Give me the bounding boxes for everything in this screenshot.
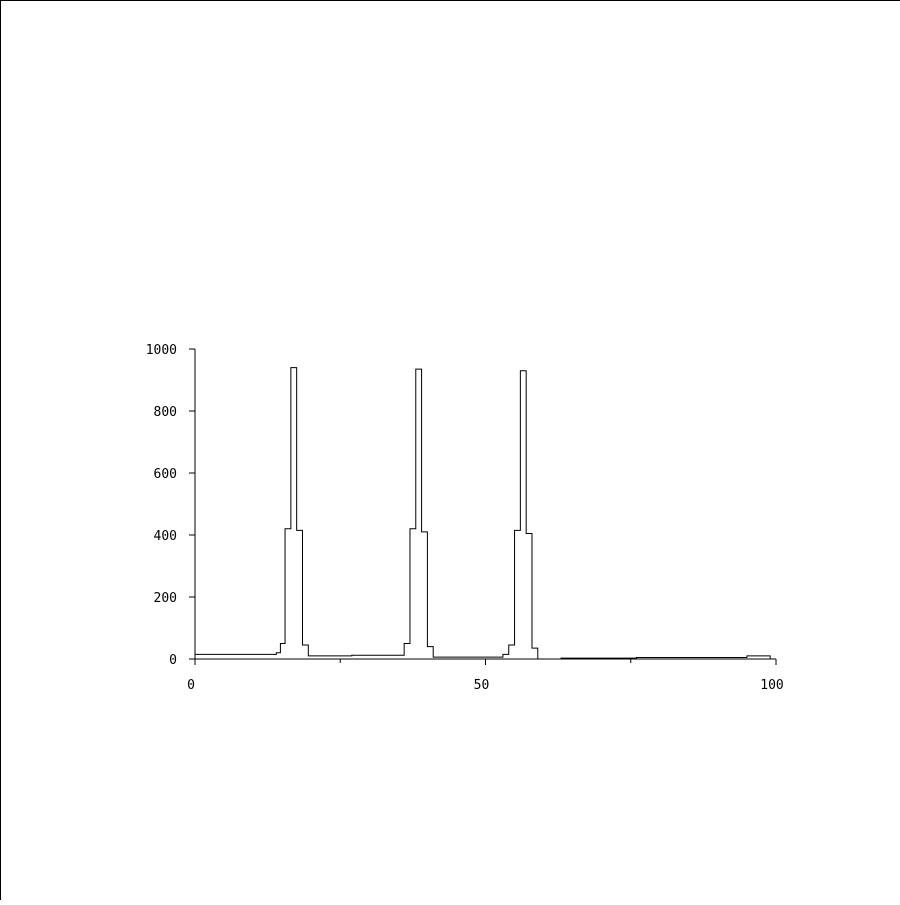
y-tick-label: 1000 (146, 343, 177, 358)
histogram-bin-0 (195, 654, 276, 659)
x-tick-label: 100 (760, 678, 783, 693)
y-axis: 0 200 400 600 800 1000 (146, 343, 196, 668)
histogram-outline (195, 367, 776, 660)
histogram-bin-11 (416, 369, 422, 659)
histogram-bin-15 (503, 654, 509, 659)
y-tick-label: 600 (154, 467, 177, 482)
y-tick-label: 0 (169, 653, 177, 668)
histogram-bin-3 (285, 529, 291, 659)
histogram-bin-2 (280, 644, 285, 660)
y-tick-label: 800 (154, 405, 177, 420)
histogram-bin-1 (276, 653, 280, 659)
histogram-bin-18 (520, 371, 526, 659)
histogram-bin-19 (526, 533, 532, 659)
y-tick-label: 400 (154, 529, 177, 544)
histogram-bin-6 (302, 645, 308, 659)
histogram-bin-5 (297, 530, 303, 659)
y-tick-label: 200 (154, 591, 177, 606)
histogram-bin-16 (509, 645, 515, 659)
x-tick-label: 0 (187, 678, 195, 693)
histogram-bin-20 (532, 648, 538, 659)
x-axis: 0 50 100 (187, 658, 784, 693)
histogram-series (195, 367, 776, 660)
x-tick-label: 50 (474, 678, 490, 693)
histogram-bin-17 (515, 530, 521, 659)
histogram-bin-8 (352, 655, 404, 659)
histogram-bin-4 (291, 368, 297, 659)
histogram-bin-12 (422, 532, 428, 659)
histogram-bin-9 (404, 644, 410, 660)
histogram-bin-10 (410, 529, 416, 659)
histogram-bin-13 (427, 647, 433, 659)
